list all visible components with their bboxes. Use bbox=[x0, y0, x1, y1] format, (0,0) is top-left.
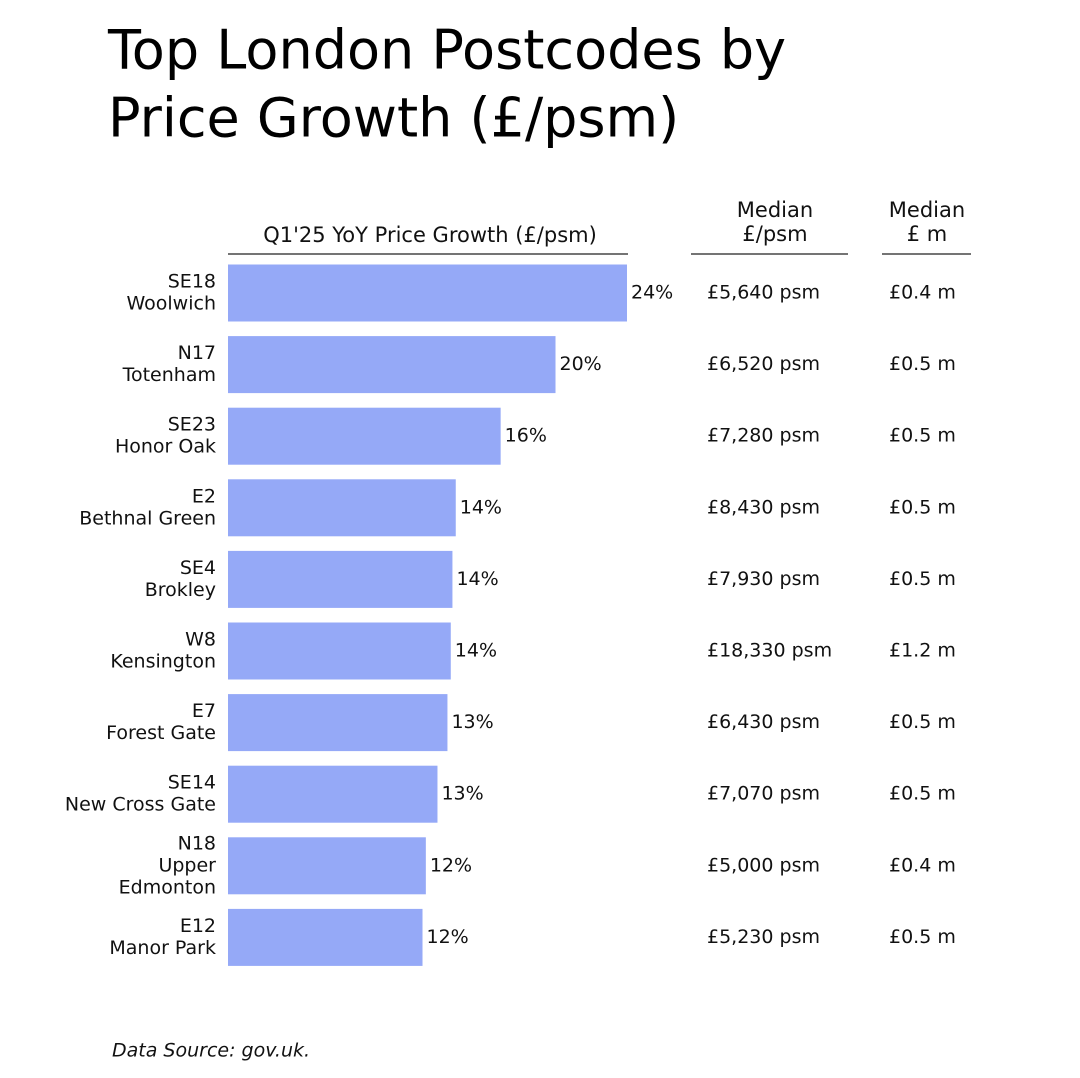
category-label: Bethnal Green bbox=[79, 507, 216, 529]
category-label: SE4 bbox=[180, 557, 216, 579]
table-cell: £5,000 psm bbox=[707, 854, 820, 876]
bar bbox=[228, 622, 451, 680]
table-cell: £0.5 m bbox=[889, 496, 956, 518]
category-label: Honor Oak bbox=[115, 436, 216, 458]
category-label: SE14 bbox=[168, 772, 216, 794]
category-label: Manor Park bbox=[109, 937, 216, 959]
bar bbox=[228, 908, 423, 966]
value-label: 12% bbox=[430, 854, 472, 876]
table-cell: £0.5 m bbox=[889, 353, 956, 375]
chart-title: Top London Postcodes by bbox=[107, 19, 786, 82]
table-cell: £18,330 psm bbox=[707, 640, 832, 662]
bar bbox=[228, 837, 426, 895]
column-header: Median bbox=[737, 198, 813, 222]
table-cell: £6,520 psm bbox=[707, 353, 820, 375]
value-label: 14% bbox=[456, 568, 498, 590]
axis-title: Q1'25 YoY Price Growth (£/psm) bbox=[263, 223, 597, 247]
column-header: £ m bbox=[907, 222, 948, 246]
value-label: 20% bbox=[560, 353, 602, 375]
category-label: N18 bbox=[178, 832, 216, 854]
bar bbox=[228, 264, 627, 322]
table-cell: £0.5 m bbox=[889, 783, 956, 805]
table-cell: £0.5 m bbox=[889, 926, 956, 948]
bar bbox=[228, 479, 456, 537]
bar bbox=[228, 694, 448, 752]
category-label: W8 bbox=[185, 629, 216, 651]
table-cell: £0.5 m bbox=[889, 425, 956, 447]
bar bbox=[228, 550, 453, 608]
table-cell: £8,430 psm bbox=[707, 496, 820, 518]
value-label: 16% bbox=[505, 425, 547, 447]
category-label: E2 bbox=[192, 485, 216, 507]
table-cell: £6,430 psm bbox=[707, 711, 820, 733]
category-label: Upper bbox=[158, 854, 216, 876]
table-cell: £0.5 m bbox=[889, 711, 956, 733]
table-cell: £0.5 m bbox=[889, 568, 956, 590]
value-label: 12% bbox=[427, 926, 469, 948]
value-label: 24% bbox=[631, 282, 673, 304]
table-cell: £7,930 psm bbox=[707, 568, 820, 590]
table-cell: £5,230 psm bbox=[707, 926, 820, 948]
source-note: Data Source: gov.uk. bbox=[112, 1040, 310, 1062]
table-cell: £0.4 m bbox=[889, 854, 956, 876]
table-cell: £5,640 psm bbox=[707, 282, 820, 304]
bar bbox=[228, 765, 438, 823]
category-label: E12 bbox=[180, 915, 216, 937]
category-label: New Cross Gate bbox=[65, 794, 216, 816]
value-label: 13% bbox=[451, 711, 493, 733]
value-label: 13% bbox=[441, 783, 483, 805]
column-header: £/psm bbox=[742, 222, 807, 246]
table-cell: £7,070 psm bbox=[707, 783, 820, 805]
category-label: N17 bbox=[178, 342, 216, 364]
category-label: Edmonton bbox=[119, 876, 216, 898]
category-label: Brokley bbox=[145, 579, 216, 601]
category-label: Totenham bbox=[122, 364, 216, 386]
column-header: Median bbox=[889, 198, 965, 222]
value-label: 14% bbox=[455, 640, 497, 662]
bar bbox=[228, 336, 556, 394]
table-cell: £1.2 m bbox=[889, 640, 956, 662]
table-cell: £0.4 m bbox=[889, 282, 956, 304]
value-label: 14% bbox=[460, 496, 502, 518]
bar bbox=[228, 407, 501, 465]
category-label: Forest Gate bbox=[106, 722, 216, 744]
chart-title: Price Growth (£/psm) bbox=[108, 87, 679, 150]
category-label: Kensington bbox=[110, 651, 216, 673]
category-label: SE18 bbox=[168, 271, 216, 293]
table-cell: £7,280 psm bbox=[707, 425, 820, 447]
category-label: Woolwich bbox=[126, 293, 216, 315]
category-label: SE23 bbox=[168, 414, 216, 436]
category-label: E7 bbox=[192, 700, 216, 722]
